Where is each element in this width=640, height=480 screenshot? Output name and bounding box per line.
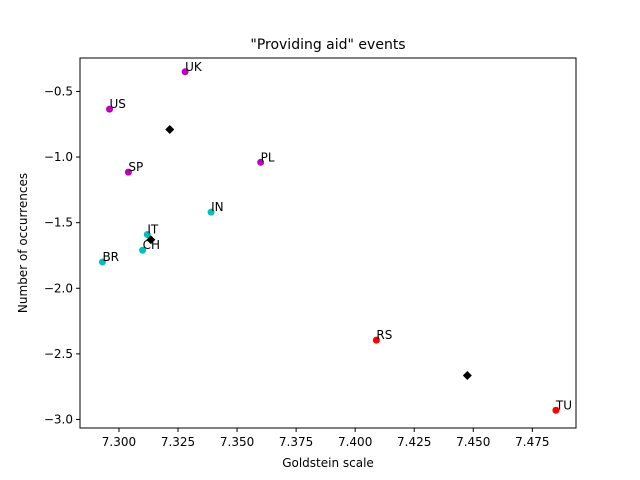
y-tick-label: −0.5 [44, 84, 73, 98]
centroid-marker-1 [165, 125, 175, 135]
x-tick-label: 7.350 [220, 435, 254, 449]
x-tick-label: 7.300 [102, 435, 136, 449]
y-tick-label: −1.0 [44, 150, 73, 164]
y-tick-label: −1.5 [44, 216, 73, 230]
x-tick-label: 7.325 [161, 435, 195, 449]
point-label-us: US [110, 97, 126, 111]
point-label-sp: SP [128, 160, 143, 174]
point-label-ch: CH [143, 238, 160, 252]
centroid-marker-3 [462, 371, 472, 381]
y-axis-label: Number of occurrences [16, 173, 30, 313]
data-point-ch [139, 246, 147, 254]
point-label-rs: RS [376, 328, 392, 342]
x-tick-label: 7.400 [338, 435, 372, 449]
y-tick-label: −2.5 [44, 347, 73, 361]
x-tick-label: 7.375 [279, 435, 313, 449]
data-point-br [98, 258, 106, 266]
data-point-pl [257, 158, 265, 166]
centroid-marker-2 [146, 235, 156, 245]
point-label-it: IT [147, 222, 159, 236]
data-point-uk [181, 68, 189, 76]
point-label-br: BR [102, 250, 119, 264]
y-tick-label: −2.0 [44, 281, 73, 295]
data-point-us [106, 105, 114, 113]
data-point-it [143, 230, 151, 238]
point-label-tu: TU [555, 398, 572, 412]
data-point-tu [552, 406, 560, 414]
x-axis-label: Goldstein scale [282, 456, 374, 470]
data-point-rs [372, 336, 380, 344]
point-label-uk: UK [185, 60, 203, 74]
x-tick-label: 7.475 [515, 435, 549, 449]
data-point-in [207, 208, 215, 216]
y-tick-label: −3.0 [44, 412, 73, 426]
x-axis: 7.300 7.325 7.350 7.375 7.400 7.425 7.450 7.475 [102, 428, 549, 449]
x-tick-label: 7.425 [397, 435, 431, 449]
data-point-sp [124, 168, 132, 176]
y-axis: −0.5 −1.0 −1.5 −2.0 −2.5 −3.0 [44, 84, 80, 426]
point-label-in: IN [211, 200, 224, 214]
chart-title: "Providing aid" events [250, 37, 405, 53]
plot-area: UK US SP PL IN IT CH BR RS TU [98, 60, 572, 414]
x-tick-label: 7.450 [456, 435, 490, 449]
axes-frame [79, 57, 577, 429]
point-label-pl: PL [261, 150, 275, 164]
